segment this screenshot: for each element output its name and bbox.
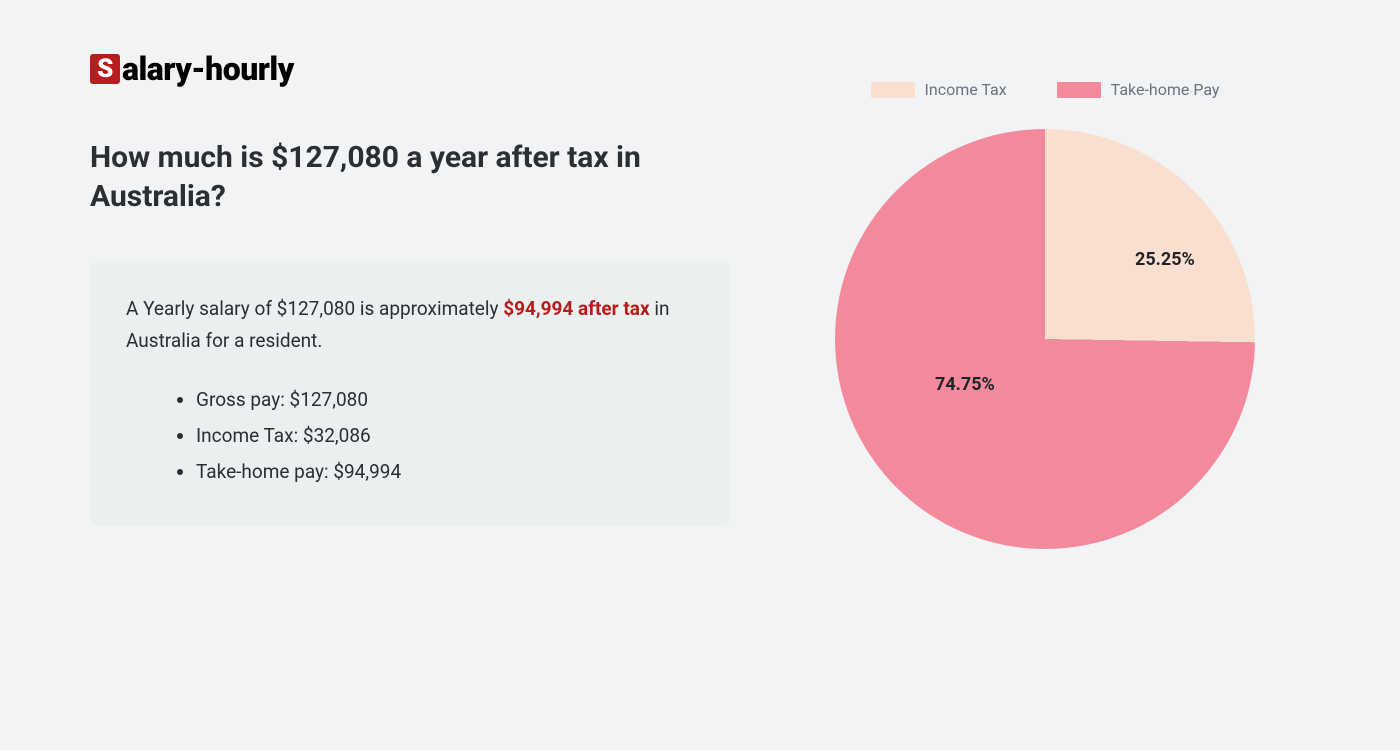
logo-box: S: [90, 54, 120, 84]
legend-label: Take-home Pay: [1111, 80, 1220, 99]
list-item: Income Tax: $32,086: [196, 418, 694, 454]
logo-text: alary-hourly: [122, 50, 294, 88]
legend-swatch: [871, 82, 915, 98]
legend-label: Income Tax: [925, 80, 1007, 99]
details-list: Gross pay: $127,080 Income Tax: $32,086 …: [126, 382, 694, 490]
summary-text: A Yearly salary of $127,080 is approxima…: [126, 293, 694, 358]
summary-accent: $94,994 after tax: [503, 297, 649, 320]
pie-chart: 25.25% 74.75%: [835, 129, 1255, 549]
list-item: Take-home pay: $94,994: [196, 454, 694, 490]
summary-pre: A Yearly salary of $127,080 is approxima…: [126, 297, 503, 320]
pie-slice-label-take-home: 74.75%: [935, 374, 995, 395]
site-logo: Salary-hourly: [90, 50, 730, 88]
chart-legend: Income Tax Take-home Pay: [871, 80, 1220, 99]
legend-item-take-home: Take-home Pay: [1057, 80, 1220, 99]
legend-swatch: [1057, 82, 1101, 98]
summary-card: A Yearly salary of $127,080 is approxima…: [90, 261, 730, 526]
pie-slice-label-income-tax: 25.25%: [1135, 249, 1195, 270]
list-item: Gross pay: $127,080: [196, 382, 694, 418]
page-title: How much is $127,080 a year after tax in…: [90, 138, 730, 216]
legend-item-income-tax: Income Tax: [871, 80, 1007, 99]
pie-body: [835, 129, 1255, 549]
